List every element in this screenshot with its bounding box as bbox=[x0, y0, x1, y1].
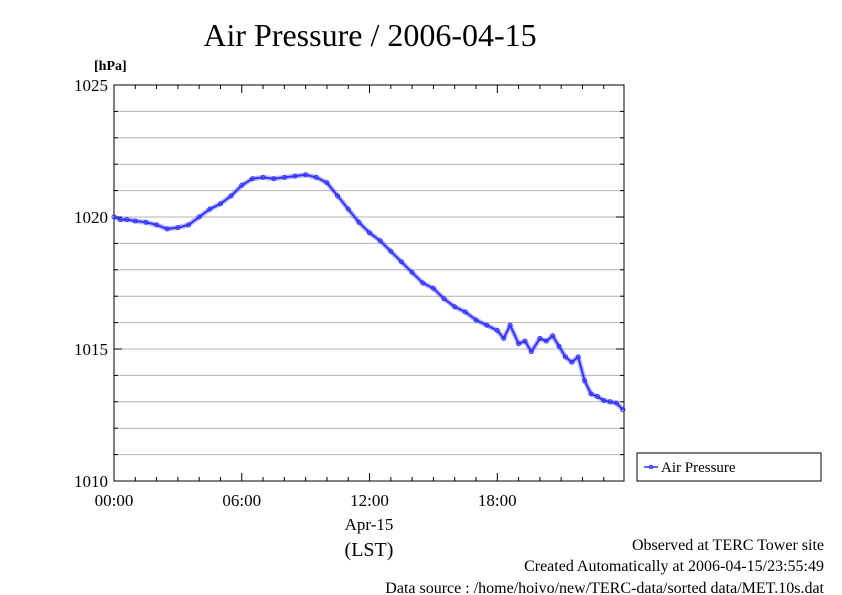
data-point bbox=[335, 193, 341, 199]
data-point bbox=[582, 378, 588, 384]
data-point bbox=[292, 173, 298, 179]
data-point bbox=[218, 201, 223, 207]
legend-box bbox=[636, 452, 822, 482]
data-point bbox=[175, 225, 181, 231]
data-point bbox=[462, 309, 468, 315]
data-point bbox=[430, 285, 436, 291]
series-line bbox=[113, 173, 624, 411]
footer-source: Data source : /home/hoivo/new/TERC-data/… bbox=[385, 580, 824, 595]
data-point bbox=[501, 335, 507, 341]
data-point bbox=[313, 174, 319, 180]
legend: Air Pressure bbox=[636, 452, 822, 482]
data-point bbox=[207, 206, 213, 212]
x-tick-label: 06:00 bbox=[222, 491, 261, 510]
data-point bbox=[550, 333, 556, 339]
data-point bbox=[562, 354, 568, 360]
data-point bbox=[399, 259, 404, 265]
data-point bbox=[484, 322, 490, 328]
data-point bbox=[594, 394, 600, 399]
data-point bbox=[117, 217, 123, 223]
data-point bbox=[494, 328, 500, 333]
data-point bbox=[196, 214, 202, 220]
x-date-label: Apr-15 bbox=[345, 515, 394, 534]
x-tick-label: 18:00 bbox=[478, 491, 517, 510]
data-point bbox=[575, 354, 581, 360]
footer-created: Created Automatically at 2006-04-15/23:5… bbox=[524, 558, 824, 575]
data-point bbox=[607, 399, 613, 405]
x-tick-label: 12:00 bbox=[350, 491, 389, 510]
data-point bbox=[601, 398, 607, 403]
data-point bbox=[556, 343, 562, 349]
data-point bbox=[281, 174, 287, 180]
y-tick-label: 1020 bbox=[74, 208, 108, 227]
legend-marker-swatch bbox=[648, 464, 654, 470]
data-point bbox=[154, 222, 160, 228]
data-point bbox=[111, 214, 117, 220]
data-point bbox=[473, 317, 479, 323]
data-point bbox=[516, 341, 522, 347]
legend-label: Air Pressure bbox=[661, 460, 736, 476]
y-tick-labels: 1010 1015 1020 1025 bbox=[74, 76, 108, 491]
data-point bbox=[507, 322, 513, 328]
y-tick-label: 1025 bbox=[74, 76, 108, 95]
data-point bbox=[377, 238, 383, 244]
x-tick-labels: 00:00 06:00 12:00 18:00 bbox=[95, 491, 517, 510]
data-point bbox=[271, 176, 277, 182]
data-point bbox=[528, 349, 534, 355]
data-point bbox=[303, 172, 309, 178]
chart-title: Air Pressure / 2006-04-15 bbox=[203, 17, 536, 53]
data-point bbox=[409, 269, 415, 275]
data-point bbox=[143, 219, 149, 225]
data-point bbox=[356, 219, 362, 225]
data-point bbox=[588, 391, 594, 397]
data-point bbox=[388, 248, 394, 254]
axis-ticks bbox=[113, 84, 624, 482]
data-point bbox=[239, 182, 245, 188]
data-point bbox=[324, 180, 330, 186]
data-point bbox=[345, 206, 351, 212]
data-point bbox=[186, 222, 191, 228]
data-point bbox=[124, 217, 130, 223]
y-tick-label: 1015 bbox=[74, 340, 108, 359]
data-point bbox=[522, 338, 528, 344]
grid-lines bbox=[114, 110, 624, 456]
footer-observed: Observed at TERC Tower site bbox=[632, 537, 824, 554]
x-axis-label: (LST) bbox=[345, 539, 394, 561]
plot-frame bbox=[113, 84, 625, 482]
data-point bbox=[441, 296, 447, 302]
data-point bbox=[569, 359, 575, 365]
data-point bbox=[260, 174, 266, 180]
data-point bbox=[132, 218, 138, 224]
data-point bbox=[614, 400, 619, 406]
data-point bbox=[249, 176, 255, 182]
data-point bbox=[452, 304, 458, 310]
data-point bbox=[543, 338, 549, 344]
data-point bbox=[420, 280, 426, 286]
data-point bbox=[367, 230, 372, 236]
data-point bbox=[228, 193, 234, 199]
x-tick-label: 00:00 bbox=[95, 491, 134, 510]
series-halo bbox=[113, 172, 625, 412]
y-axis-unit: [hPa] bbox=[94, 59, 127, 74]
series-air-pressure bbox=[111, 172, 626, 413]
y-tick-label: 1010 bbox=[74, 472, 108, 491]
data-point bbox=[620, 407, 626, 413]
data-point bbox=[164, 226, 170, 232]
data-point bbox=[537, 335, 543, 341]
